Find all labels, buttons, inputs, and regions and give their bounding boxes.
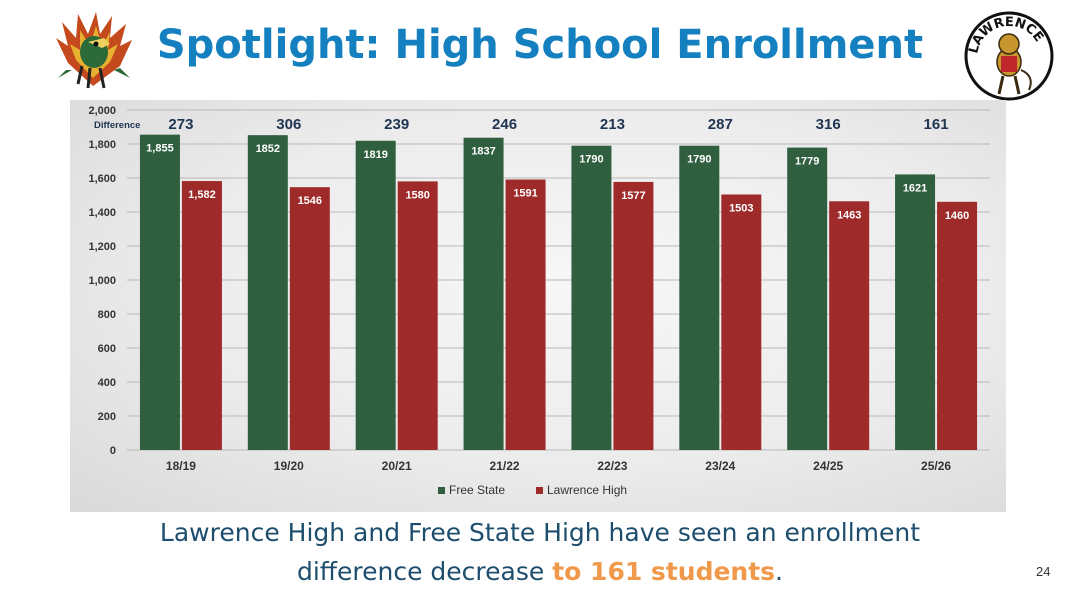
x-tick-label: 19/20 [274,459,304,473]
enrollment-bar-chart: 0 200 400 600 800 1,000 1,200 1,400 1,600 1,800 2,… [88,105,990,497]
bar-lawrence-high [721,194,762,450]
bar-value-label: 1790 [579,154,603,166]
chart-panel: 0 200 400 600 800 1,000 1,200 1,400 1,600 1,800 2,… [70,100,1006,512]
difference-value: 239 [384,116,409,133]
bar-value-label: 1790 [687,154,711,166]
caption-highlight: to 161 students [552,557,776,586]
bar-free-state [787,147,828,450]
y-tick-label: 1,400 [88,207,116,219]
bar-value-label: 1779 [795,156,819,168]
y-tick-label: 600 [98,343,116,355]
bar-lawrence-high [505,179,546,450]
difference-value: 287 [708,116,733,133]
slide-title: Spotlight: High School Enrollment [156,22,924,68]
y-tick-label: 400 [98,377,116,389]
bar-value-label: 1621 [903,182,927,194]
difference-value: 213 [600,116,625,133]
legend-swatch-lawrence-high [536,487,543,494]
y-tick-label: 2,000 [88,105,116,117]
bar-value-label: 1546 [298,195,322,207]
y-tick-label: 0 [110,445,116,457]
bar-value-label: 1503 [729,202,753,214]
page-number: 24 [1036,564,1051,579]
bar-lawrence-high [613,181,654,450]
x-tick-label: 18/19 [166,459,196,473]
bar-value-label: 1463 [837,209,861,221]
caption-suffix: . [775,557,783,586]
difference-value: 246 [492,116,517,133]
x-tick-label: 21/22 [490,459,520,473]
bar-value-label: 1819 [363,149,387,161]
legend-label-lawrence-high: Lawrence High [547,483,627,497]
bar-lawrence-high [181,181,222,450]
bar-lawrence-high [829,201,870,450]
bar-value-label: 1460 [945,210,969,222]
firebird-mascot-icon [56,12,132,89]
legend-swatch-free-state [438,487,445,494]
difference-value: 161 [924,116,949,133]
bar-free-state [355,140,396,450]
bar-value-label: 1,582 [188,189,216,201]
bar-value-label: 1591 [513,188,537,200]
bar-value-label: 1577 [621,190,645,202]
difference-label: Difference [94,120,140,131]
bar-free-state [139,134,180,450]
difference-value: 273 [168,116,193,133]
bar-lawrence-high [397,181,438,450]
lawrence-lion-mascot-icon: LAWRENCE [964,11,1054,101]
bar-free-state [571,145,612,450]
caption-line-2: difference decrease to 161 students. [90,557,990,586]
x-tick-label: 22/23 [597,459,627,473]
bar-value-label: 1580 [405,189,429,201]
difference-value: 316 [816,116,841,133]
bar-free-state [679,145,720,450]
x-tick-label: 20/21 [382,459,412,473]
legend-label-free-state: Free State [449,483,505,497]
bar-value-label: 1,855 [146,143,174,155]
bar-value-label: 1837 [471,146,495,158]
y-tick-label: 800 [98,309,116,321]
bar-lawrence-high [937,201,978,450]
bar-value-label: 1852 [256,143,280,155]
bar-free-state [247,135,288,450]
x-tick-label: 25/26 [921,459,951,473]
x-tick-label: 23/24 [705,459,735,473]
caption-text: difference decrease [296,557,553,586]
y-tick-label: 1,000 [88,275,116,287]
caption-line-1: Lawrence High and Free State High have s… [159,518,921,547]
bar-lawrence-high [289,187,330,450]
y-tick-label: 1,200 [88,241,116,253]
bar-free-state [895,174,936,450]
y-tick-label: 1,600 [88,173,116,185]
difference-value: 306 [276,116,301,133]
bar-free-state [463,137,504,450]
y-tick-label: 1,800 [88,139,116,151]
x-tick-label: 24/25 [813,459,843,473]
y-tick-label: 200 [98,411,116,423]
